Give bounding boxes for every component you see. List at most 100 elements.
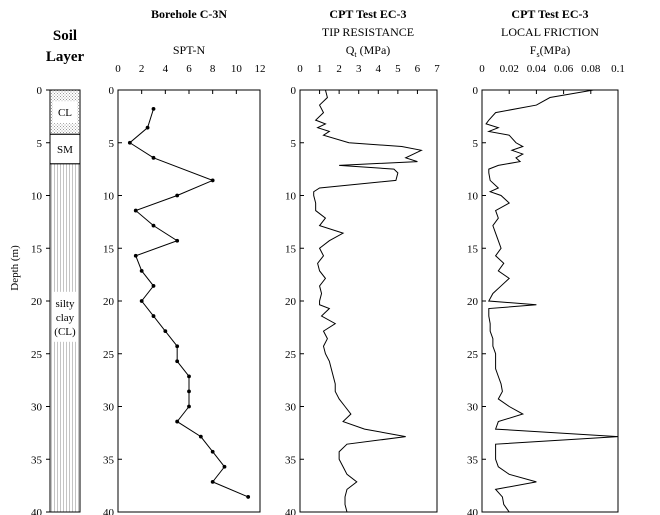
y-tick-label: 40 [467, 507, 479, 515]
y-tick-label: 25 [285, 349, 297, 361]
data-point [139, 268, 144, 273]
data-point [151, 314, 156, 318]
x-tick-label: 6 [186, 63, 192, 75]
depth-tick-label: 15 [31, 243, 43, 255]
x-tick-label: 6 [415, 63, 421, 75]
data-point [151, 284, 156, 288]
spt-panel-title: Borehole C-3N [151, 7, 227, 21]
soil-layer-label-bg [53, 291, 77, 342]
data-point [151, 223, 156, 228]
depth-tick-label: 40 [31, 507, 43, 515]
y-tick-label: 30 [467, 402, 479, 414]
spt-panel: Borehole C-3N SPT-N 0 2 4 6 8 10 12 0 5 10 15 20 25 3… [103, 7, 266, 515]
y-tick-label: 0 [473, 85, 479, 97]
y-tick-label: 40 [285, 507, 297, 515]
y-tick-label: 10 [285, 191, 297, 203]
x-tick-label: 0.04 [527, 63, 547, 75]
y-tick-label: 30 [103, 402, 115, 414]
data-point [133, 208, 138, 213]
depth-tick-label: 20 [31, 296, 43, 308]
y-tick-label: 15 [467, 243, 479, 255]
x-tick-label: 5 [395, 63, 401, 75]
y-tick-label: 0 [109, 85, 115, 97]
y-tick-label: 40 [103, 507, 115, 515]
tip-panel-title: CPT Test EC-3 [329, 7, 406, 21]
friction-panel-subtitle: LOCAL FRICTION [501, 25, 599, 39]
x-tick-label: 4 [376, 63, 382, 75]
y-tick-label: 35 [467, 454, 479, 466]
data-point [139, 299, 144, 303]
x-tick-label: 12 [255, 63, 266, 75]
x-tick-label: 0 [297, 63, 303, 75]
y-tick-label: 15 [103, 243, 115, 255]
x-tick-label: 2 [336, 63, 342, 75]
tip-resistance-panel: CPT Test EC-3 TIP RESISTANCE Qt (MPa) 0 1… [285, 7, 440, 515]
y-tick-label: 0 [291, 85, 297, 97]
soil-layer-label: CL [58, 107, 72, 119]
y-tick-label: 20 [467, 296, 479, 308]
data-point [175, 344, 180, 349]
depth-tick-label: 25 [31, 349, 43, 361]
y-tick-label: 20 [103, 296, 115, 308]
tip-panel-x-label: Qt (MPa) [346, 43, 391, 59]
data-point [151, 155, 156, 160]
soil-layer-label-bg [53, 101, 77, 124]
data-point [175, 419, 180, 424]
data-point [175, 238, 180, 243]
friction-panel-x-label: Fs(MPa) [530, 43, 570, 59]
x-tick-label: 3 [356, 63, 362, 75]
series-line-0 [128, 108, 249, 498]
tip-resistance-plot: 0 1 2 3 4 5 6 7 0 5 10 15 20 25 30 35 40 [285, 63, 440, 515]
soil-panel-title-line1: Soil [53, 28, 77, 44]
x-tick-label: 0 [479, 63, 485, 75]
depth-tick-label: 0 [37, 85, 43, 97]
y-tick-label: 5 [291, 138, 297, 150]
x-tick-label: 2 [139, 63, 145, 75]
plot-frame [299, 89, 438, 513]
data-point [175, 193, 180, 198]
soil-layer-panel: Soil Layer CL SM silty clay (CL) Depth (m) 0… [9, 28, 84, 515]
y-tick-label: 5 [473, 138, 479, 150]
y-tick-label: 10 [103, 191, 115, 203]
y-tick-label: 5 [109, 138, 115, 150]
data-point [210, 479, 215, 484]
tip-panel-subtitle: TIP RESISTANCE [322, 25, 414, 39]
y-tick-label: 30 [285, 402, 297, 414]
x-tick-label: 0.08 [581, 63, 601, 75]
data-point [187, 374, 191, 379]
data-point [210, 178, 215, 183]
friction-panel-title: CPT Test EC-3 [511, 7, 588, 21]
depth-tick-label: 5 [37, 138, 43, 150]
soil-layer-label: (CL) [54, 326, 76, 338]
x-tick-label: 10 [231, 63, 243, 75]
y-tick-label: 10 [467, 191, 479, 203]
soil-panel-title-line2: Layer [46, 49, 85, 65]
soil-layer-label-bg [53, 138, 77, 161]
data-point [246, 495, 251, 499]
x-tick-label: 7 [434, 63, 440, 75]
data-point [175, 359, 180, 364]
y-tick-label: 35 [103, 454, 115, 466]
data-point [222, 464, 227, 469]
plot-frame [117, 89, 261, 513]
series-line-0 [313, 90, 423, 512]
depth-axis-label: Depth (m) [9, 245, 21, 291]
x-tick-label: 0.02 [500, 63, 519, 75]
data-point [210, 449, 215, 454]
data-point [151, 106, 156, 111]
depth-tick-label: 10 [31, 191, 43, 203]
soil-layer-label: silty [56, 298, 75, 310]
y-tick-label: 25 [467, 349, 479, 361]
depth-axis: 0 5 10 15 20 25 30 35 40 [31, 85, 50, 515]
data-point [133, 253, 138, 258]
y-tick-label: 25 [103, 349, 115, 361]
data-point [198, 434, 203, 439]
spt-panel-x-label: SPT-N [173, 43, 206, 57]
x-tick-label: 1 [317, 63, 323, 75]
data-point [163, 329, 168, 334]
plot-frame [481, 89, 619, 513]
x-tick-label: 0.06 [554, 63, 574, 75]
x-tick-label: 0 [115, 63, 121, 75]
y-tick-label: 20 [285, 296, 297, 308]
